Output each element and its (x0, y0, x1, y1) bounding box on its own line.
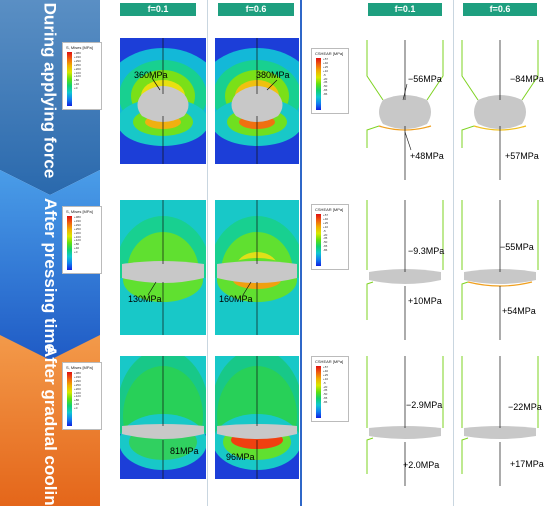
shear-legend: CSHEAR [MPa] +57 +40 +25 +10 -5 -20 -35 -50 -65-… (311, 356, 349, 422)
shear-plot-r2-f06 (460, 200, 540, 340)
mises-annotation: 160MPa (219, 294, 253, 304)
mises-plot-r3-f06 (215, 356, 299, 479)
mises-annotation: 360MPa (134, 70, 168, 80)
shear-plot-r1-f01 (365, 40, 445, 180)
shear-plot-r2-f01 (365, 200, 445, 340)
separator-main (300, 0, 302, 506)
shear-plot-r1-f06 (460, 40, 540, 180)
shear-plot-r3-f06 (460, 356, 540, 486)
mises-annotation: 130MPa (128, 294, 162, 304)
shear-annotation: +17MPa (510, 459, 544, 469)
mises-annotation: 81MPa (170, 446, 199, 456)
separator (453, 0, 454, 506)
shear-plot-r3-f01 (365, 356, 445, 486)
shear-annotation: −55MPa (500, 242, 534, 252)
mises-plot-r2-f01 (120, 200, 206, 335)
mises-plot-r1-f06 (215, 38, 299, 164)
mises-legend: S, Mises [MPa] +380 +330 +290 +250 +200 +160 +… (62, 206, 102, 274)
shear-annotation: +2.0MPa (403, 460, 440, 470)
shear-annotation: −9.3MPa (408, 246, 445, 256)
shear-legend: CSHEAR [MPa] +57 +40 +25 +10 -5 -20 -35 -50 -65-… (311, 204, 349, 270)
header-right-f06: f=0.6 (463, 3, 537, 16)
shear-annotation: +54MPa (502, 306, 536, 316)
shear-legend: CSHEAR [MPa] +57 +40 +25 +10 -5 -20 -35 -50 -65-… (311, 48, 349, 114)
mises-legend: S, Mises [MPa] +380 +330 +290 +250 +200 +160 +… (62, 42, 102, 110)
shear-annotation: −84MPa (510, 74, 544, 84)
mises-annotation: 96MPa (226, 452, 255, 462)
mises-annotation: 380MPa (256, 70, 290, 80)
shear-annotation: +57MPa (505, 151, 539, 161)
mises-plot-r3-f01 (120, 356, 206, 479)
shear-annotation: −2.9MPa (406, 400, 443, 410)
shear-annotation: −56MPa (408, 74, 442, 84)
header-left-f01: f=0.1 (120, 3, 196, 16)
mises-plot-r1-f01 (120, 38, 206, 164)
header-left-f06: f=0.6 (218, 3, 294, 16)
separator (207, 0, 208, 506)
mises-legend: S, Mises [MPa] +380 +330 +290 +250 +200 +160 +… (62, 362, 102, 430)
shear-annotation: +48MPa (410, 151, 444, 161)
header-right-f01: f=0.1 (368, 3, 442, 16)
shear-annotation: +10MPa (408, 296, 442, 306)
mises-plot-r2-f06 (215, 200, 299, 335)
shear-annotation: −22MPa (508, 402, 542, 412)
